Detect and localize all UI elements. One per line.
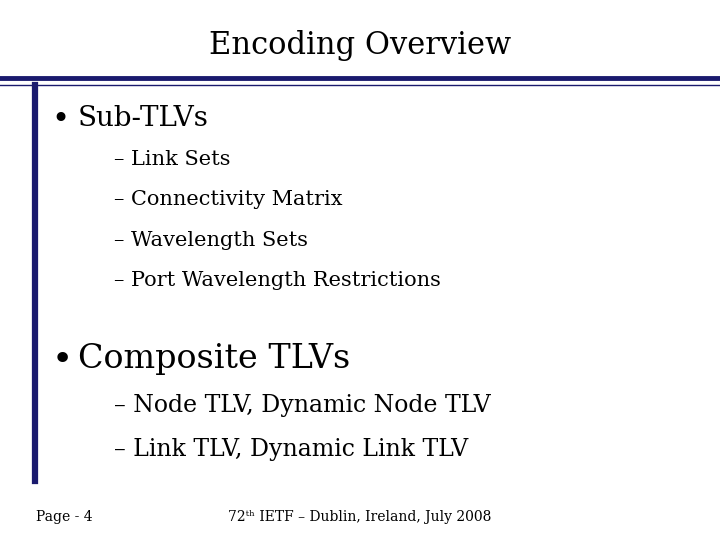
Text: – Link Sets: – Link Sets	[114, 150, 230, 168]
Text: Composite TLVs: Composite TLVs	[78, 343, 350, 375]
Text: Encoding Overview: Encoding Overview	[209, 30, 511, 60]
Text: – Wavelength Sets: – Wavelength Sets	[114, 231, 307, 249]
Text: – Connectivity Matrix: – Connectivity Matrix	[114, 190, 342, 209]
Text: •: •	[52, 105, 70, 136]
Text: – Port Wavelength Restrictions: – Port Wavelength Restrictions	[114, 271, 441, 290]
Text: •: •	[52, 343, 73, 377]
Text: Sub-TLVs: Sub-TLVs	[78, 105, 209, 132]
Text: 72ᵗʰ IETF – Dublin, Ireland, July 2008: 72ᵗʰ IETF – Dublin, Ireland, July 2008	[228, 510, 492, 524]
Text: – Link TLV, Dynamic Link TLV: – Link TLV, Dynamic Link TLV	[114, 438, 468, 462]
Text: – Node TLV, Dynamic Node TLV: – Node TLV, Dynamic Node TLV	[114, 394, 490, 417]
Text: Page - 4: Page - 4	[36, 510, 93, 524]
